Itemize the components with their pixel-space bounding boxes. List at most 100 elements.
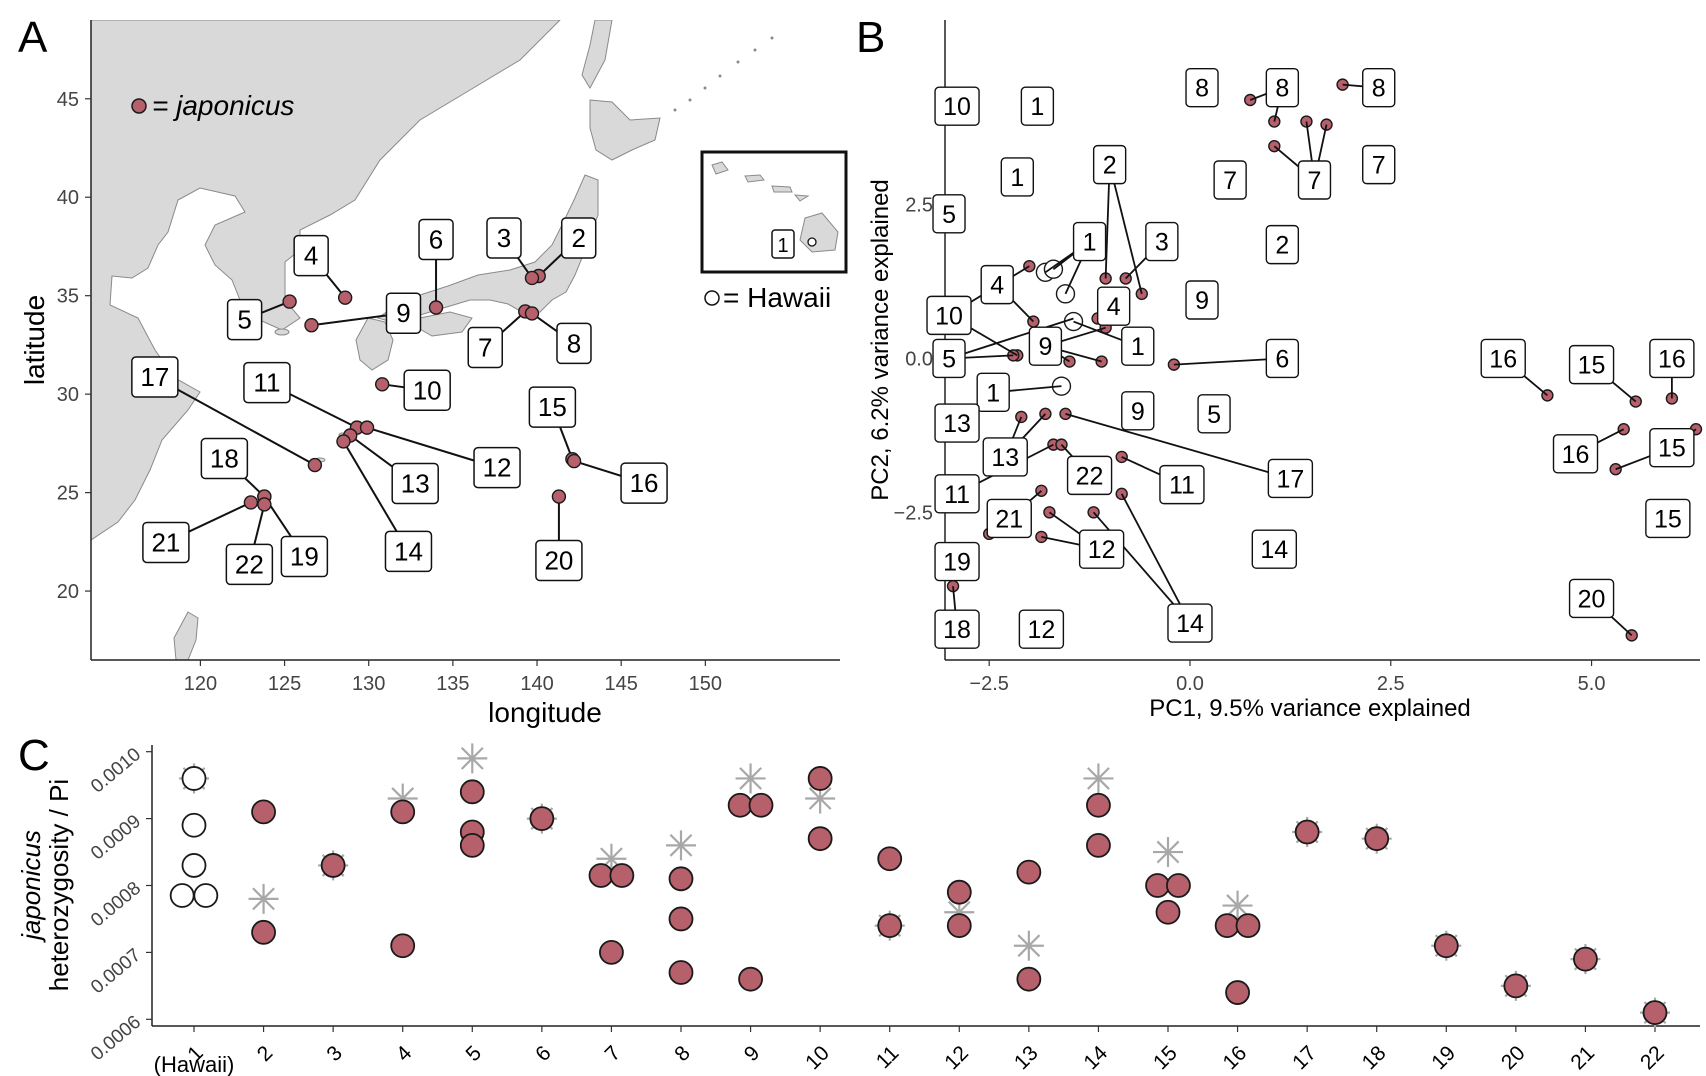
- pca-label-box: [1645, 498, 1691, 539]
- het-pi-stroke: [739, 767, 762, 790]
- map-site-label-box: [556, 322, 592, 365]
- pca-label-box: [1092, 144, 1127, 185]
- het-pi-stroke: [252, 887, 275, 911]
- het-x-tick-label: 15: [1149, 1042, 1182, 1075]
- pca-leader: [1108, 164, 1143, 295]
- het-population-pi: [179, 743, 1670, 1028]
- pca-label-box: [1649, 427, 1695, 468]
- pca-x-tick-label: −2.5: [969, 673, 1008, 695]
- het-point-hawaii: [181, 812, 207, 838]
- map-site-label-box: [226, 298, 263, 341]
- pca-label-box: [1251, 529, 1298, 569]
- het-point: [877, 846, 903, 872]
- het-pi-stroke: [1156, 840, 1180, 864]
- het-x-tick-label: 3: [322, 1042, 347, 1067]
- panel-label-c: C: [18, 731, 50, 780]
- map-site-label-box: [473, 446, 521, 489]
- pca-label: 15: [1654, 505, 1682, 533]
- map-site-label: 17: [140, 362, 169, 392]
- map-site-label: 4: [304, 241, 318, 271]
- het-point: [390, 799, 416, 825]
- map-y-tick-label: 35: [57, 286, 79, 308]
- map-site-point: [243, 495, 259, 510]
- het-point: [946, 913, 972, 939]
- pca-label-box: [1072, 221, 1107, 262]
- hawaii-site-label: 1: [777, 235, 788, 257]
- map-site-label-box: [142, 521, 190, 564]
- pca-label-box: [1568, 578, 1615, 619]
- pca-x-tick-label: 2.5: [1377, 673, 1405, 695]
- pca-label: 8: [1275, 75, 1289, 103]
- pca-label-box: [1185, 67, 1219, 108]
- pca-label: 4: [1107, 293, 1121, 321]
- het-x-tick-label: 2: [253, 1042, 278, 1067]
- pca-label: 3: [1155, 229, 1169, 257]
- pca-label-box: [1145, 221, 1179, 262]
- het-point: [1086, 792, 1111, 818]
- het-x-tick-label: 8: [670, 1042, 695, 1067]
- het-point: [459, 832, 485, 858]
- het-pi-stroke: [1017, 934, 1041, 958]
- pca-label-box: [932, 338, 966, 379]
- pca-label-box: [1121, 391, 1155, 431]
- hawaii-site-point: [807, 237, 817, 247]
- het-x-tick-label: 22: [1636, 1042, 1669, 1075]
- map-site-label-box: [418, 218, 454, 261]
- het-pi-marker: [1013, 930, 1044, 961]
- pca-leader: [1173, 357, 1283, 366]
- het-x-tick-label: 19: [1427, 1042, 1460, 1075]
- map-site-label: 15: [538, 392, 567, 422]
- pca-label-box: [932, 194, 966, 234]
- pca-leader: [948, 317, 1074, 360]
- map-site-label: 19: [290, 542, 319, 572]
- pca-label: 10: [943, 93, 971, 121]
- pca-label-box: [1028, 326, 1063, 366]
- pca-label: 9: [1038, 333, 1052, 361]
- pca-label: 5: [942, 345, 956, 373]
- het-point-hawaii: [181, 853, 207, 878]
- legend-hawaii-label: = Hawaii: [723, 282, 831, 313]
- het-y-tick-label: 0.0006: [87, 1012, 145, 1065]
- het-pi-stroke: [1226, 894, 1249, 917]
- het-point: [1145, 873, 1170, 898]
- map-site-point: [304, 318, 319, 333]
- het-point: [588, 863, 614, 888]
- het-x-tick-label: 7: [601, 1042, 626, 1067]
- pca-label: 4: [990, 272, 1004, 300]
- hawaii-inset: 1 = Hawaii: [700, 150, 848, 313]
- map-x-tick-label: 140: [520, 673, 553, 695]
- het-pi-marker: [457, 743, 488, 774]
- het-x-tick-label: 6: [531, 1042, 556, 1067]
- het-y-tick-label: 0.0010: [87, 744, 145, 797]
- pca-label: 2: [1103, 152, 1117, 180]
- pca-label: 8: [1195, 75, 1209, 103]
- het-point: [1016, 966, 1042, 992]
- pca-label: 20: [1578, 585, 1606, 613]
- pca-label: 12: [1088, 536, 1116, 564]
- het-point: [1364, 826, 1390, 852]
- het-ticks: 0.0006 0.0007 0.0008 0.0009 0.0010 1 2 3 4 5 6 7 8 9 1…: [87, 744, 1669, 1074]
- map-site-label: 18: [210, 444, 239, 474]
- map-site-leader: [154, 376, 316, 466]
- het-x-tick-label: 4: [392, 1041, 417, 1066]
- map-site-label-box: [293, 234, 329, 277]
- pca-label-box: [1265, 338, 1300, 379]
- het-x-tick-label: 5: [462, 1042, 487, 1067]
- pca-label: 9: [1195, 287, 1209, 315]
- pca-label: 13: [991, 444, 1019, 472]
- pca-label: 11: [944, 481, 970, 509]
- pca-label: 7: [1223, 167, 1237, 195]
- het-pi-stroke: [669, 833, 693, 857]
- pca-label-box: [976, 372, 1010, 413]
- pca-label: 1: [1010, 164, 1024, 192]
- het-y-axis-title-line1: japonicus: [16, 830, 46, 943]
- map-site-label-box: [620, 462, 668, 504]
- het-point-hawaii: [193, 883, 219, 908]
- map-site-label-box: [560, 217, 597, 259]
- pca-y-axis-title: PC2, 6.2% variance explained: [867, 179, 894, 501]
- pca-label: 11: [1169, 472, 1195, 500]
- map-site-point: [524, 270, 540, 286]
- pca-label: 22: [1076, 462, 1104, 490]
- het-point: [320, 853, 346, 878]
